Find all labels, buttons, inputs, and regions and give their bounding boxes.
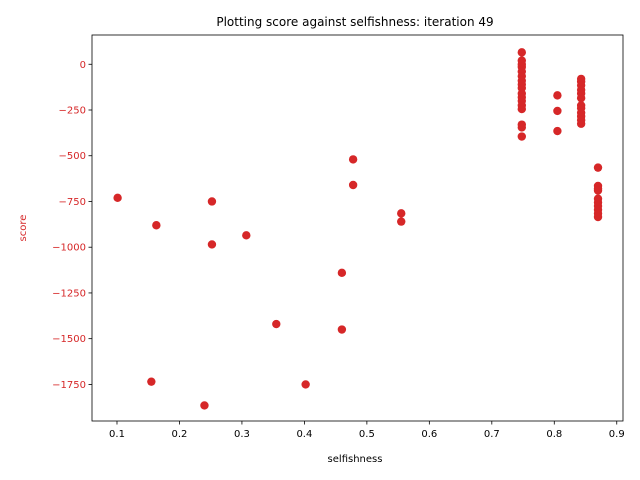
x-tick-label: 0.2 [172,429,188,440]
data-point [576,93,586,103]
data-point [147,377,156,386]
y-tick-label: −250 [59,106,86,117]
data-point [200,401,209,410]
y-tick-label: −1250 [52,288,86,299]
data-point [348,155,358,164]
x-tick-label: 0.1 [109,429,125,440]
y-tick-label: −1500 [52,334,86,345]
data-point [517,48,526,57]
y-tick-label: −1000 [52,243,86,254]
data-point [337,268,347,278]
data-point [242,231,251,240]
x-tick-label: 0.8 [546,429,562,440]
data-point [553,106,562,116]
data-point [152,221,161,230]
data-point [113,193,122,203]
x-tick-label: 0.6 [421,429,437,440]
data-point [301,380,310,389]
data-point [397,209,406,218]
data-point [207,240,217,249]
plot-area [113,48,603,410]
data-point [553,126,562,136]
y-tick-label: −1750 [52,380,86,391]
data-point [593,186,603,195]
data-point [348,180,358,190]
data-point [593,163,603,172]
data-point [576,119,586,128]
y-axis-label: score [18,215,29,242]
y-tick-label: −750 [59,197,86,208]
data-point [337,325,347,334]
x-tick-label: 0.7 [484,429,500,440]
data-point [207,197,217,206]
x-tick-label: 0.9 [609,429,625,440]
x-axis-label: selfishness [328,454,383,465]
data-point [593,212,603,222]
data-point [517,104,526,114]
y-tick-label: 0 [80,60,86,71]
x-tick-label: 0.5 [359,429,375,440]
data-point [517,132,526,141]
y-tick-label: −500 [59,151,86,162]
data-point [397,217,406,226]
plot-frame [91,34,624,422]
data-point [517,123,526,132]
chart-title: Plotting score against selfishness: iter… [216,15,493,29]
x-tick-label: 0.3 [234,429,250,440]
data-point [272,319,281,329]
x-tick-label: 0.4 [296,429,312,440]
data-point [553,91,562,100]
